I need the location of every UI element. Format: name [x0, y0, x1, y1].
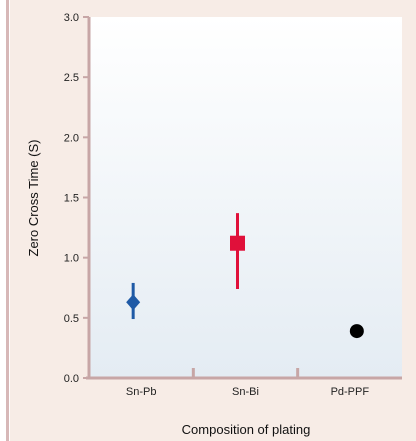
y-ticks: 0.0 0.5 1.0 1.5 2.0 2.5 3.0 [64, 12, 89, 385]
x-axis-title: Composition of plating [182, 422, 311, 437]
y-tick-label: 3.0 [64, 12, 79, 24]
x-tick-label: Sn-Bi [232, 386, 259, 398]
x-tick-label: Pd-PPF [331, 386, 370, 398]
marker-circle [349, 324, 364, 339]
plot-area [89, 17, 402, 378]
x-tick-label: Sn-Pb [126, 386, 157, 398]
y-tick-label: 2.0 [64, 132, 79, 144]
y-tick-label: 1.0 [64, 253, 79, 265]
left-border [0, 0, 10, 441]
x-ticks: Sn-Pb Sn-Bi Pd-PPF [126, 368, 369, 398]
y-tick-label: 0.0 [64, 373, 79, 385]
y-tick-label: 2.5 [64, 72, 79, 84]
data-points [126, 213, 364, 339]
marker-diamond [126, 294, 141, 311]
marker-square [230, 235, 245, 251]
y-axis-title: Zero Cross Time (S) [26, 139, 41, 256]
y-tick-label: 0.5 [64, 313, 79, 325]
y-tick-label: 1.5 [64, 193, 79, 205]
left-border-line [6, 0, 9, 441]
